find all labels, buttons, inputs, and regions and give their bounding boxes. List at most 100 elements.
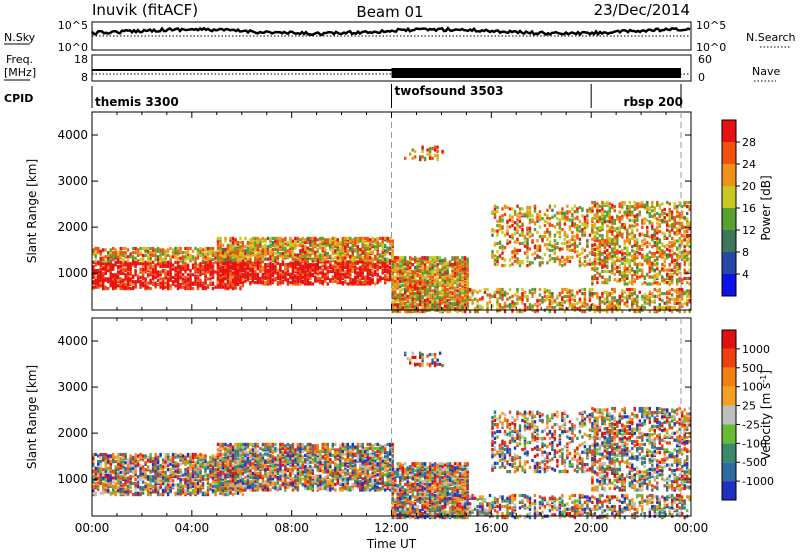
heatmap-cell — [354, 268, 357, 272]
heatmap-cell — [364, 263, 367, 267]
heatmap-cell — [179, 246, 182, 251]
heatmap-cell — [586, 208, 589, 212]
heatmap-cell — [603, 290, 606, 294]
cpid-label: CPID — [4, 92, 33, 105]
heatmap-cell — [184, 264, 187, 269]
heatmap-cell — [638, 290, 641, 294]
heatmap-cell — [104, 285, 107, 289]
heatmap-cell — [648, 300, 651, 304]
heatmap-cell — [204, 255, 207, 259]
heatmap-cell — [496, 255, 499, 259]
heatmap-cell — [416, 286, 419, 290]
heatmap-cell — [598, 272, 602, 276]
heatmap-cell — [498, 254, 502, 258]
heatmap-cell — [146, 285, 150, 289]
heatmap-cell — [593, 247, 597, 251]
heatmap-cell — [164, 255, 167, 259]
nsky-trace — [91, 26, 691, 37]
heatmap-cell — [359, 253, 362, 257]
heatmap-cell — [386, 246, 389, 250]
heatmap-cell — [236, 240, 240, 245]
heatmap-cell — [561, 207, 564, 211]
heatmap-cell — [334, 242, 337, 246]
heatmap-cell — [94, 246, 97, 251]
heatmap-cell — [161, 251, 165, 255]
heatmap-cell — [633, 214, 636, 218]
heatmap-cell — [324, 279, 327, 283]
heatmap-cell — [404, 297, 407, 301]
heatmap-cell — [553, 243, 557, 247]
heatmap-cell — [671, 297, 674, 301]
heatmap-cell — [581, 247, 584, 251]
heatmap-cell — [276, 242, 280, 246]
heatmap-cell — [336, 247, 339, 251]
heatmap-cell — [551, 248, 554, 252]
heatmap-cell — [149, 246, 152, 251]
heatmap-cell — [546, 214, 549, 218]
heatmap-cell — [516, 222, 519, 226]
heatmap-cell — [626, 274, 629, 278]
nsky-line — [91, 26, 691, 37]
heatmap-cell — [99, 278, 102, 282]
heatmap-cell — [206, 260, 210, 264]
heatmap-cell — [611, 216, 614, 220]
heatmap-cell — [601, 204, 604, 208]
heatmap-cell — [618, 301, 621, 305]
heatmap-cell — [438, 261, 442, 265]
heatmap-cell — [289, 252, 292, 256]
heatmap-cell — [451, 301, 454, 305]
heatmap-cell — [586, 254, 589, 258]
heatmap-cell — [453, 267, 457, 271]
heatmap-cell — [94, 263, 97, 267]
heatmap-cell — [344, 272, 347, 276]
heatmap-cell — [613, 239, 616, 243]
heatmap-cell — [558, 258, 562, 262]
heatmap-cell — [331, 257, 334, 261]
heatmap-cell — [249, 250, 252, 254]
heatmap-cell — [431, 289, 434, 293]
heatmap-cell — [379, 253, 382, 257]
heatmap-cell — [653, 294, 656, 298]
freq-tick-low: 8 — [81, 71, 88, 84]
heatmap-cell — [284, 236, 287, 240]
station-title: Inuvik (fitACF) — [92, 1, 198, 19]
heatmap-cell — [583, 219, 587, 223]
heatmap-cell — [633, 234, 636, 238]
heatmap-cell — [653, 216, 656, 220]
heatmap-cell — [541, 257, 544, 261]
heatmap-cell — [503, 233, 507, 237]
heatmap-cell — [503, 258, 507, 262]
heatmap-cell — [571, 237, 574, 241]
heatmap-cell — [259, 254, 262, 258]
heatmap-cell — [548, 258, 552, 262]
heatmap-cell — [274, 276, 277, 280]
heatmap-cell — [596, 292, 599, 296]
heatmap-cell — [631, 228, 634, 232]
heatmap-cell — [611, 203, 614, 207]
heatmap-cell — [234, 259, 237, 263]
heatmap-cell — [311, 282, 314, 286]
heatmap-cell — [264, 271, 267, 275]
heatmap-cell — [299, 279, 302, 283]
heatmap-cell — [573, 225, 577, 229]
heatmap-cell — [164, 269, 167, 273]
heatmap-cell — [423, 281, 427, 285]
heatmap-cell — [601, 294, 604, 298]
heatmap-cell — [476, 290, 479, 294]
heatmap-cell — [573, 250, 577, 254]
nave-tick-low: 0 — [698, 71, 705, 84]
heatmap-cell — [371, 243, 374, 247]
heatmap-cell — [556, 294, 559, 298]
heatmap-cell — [441, 258, 444, 263]
heatmap-cell — [526, 246, 529, 250]
heatmap-cell — [646, 260, 649, 264]
heatmap-cell — [316, 243, 319, 247]
heatmap-cell — [241, 249, 245, 253]
heatmap-cell — [651, 200, 654, 205]
heatmap-cell — [114, 277, 117, 281]
heatmap-cell — [92, 252, 95, 256]
heatmap-cell — [344, 279, 347, 283]
heatmap-cell — [124, 267, 127, 271]
heatmap-cell — [299, 276, 302, 280]
heatmap-cell — [356, 254, 359, 258]
